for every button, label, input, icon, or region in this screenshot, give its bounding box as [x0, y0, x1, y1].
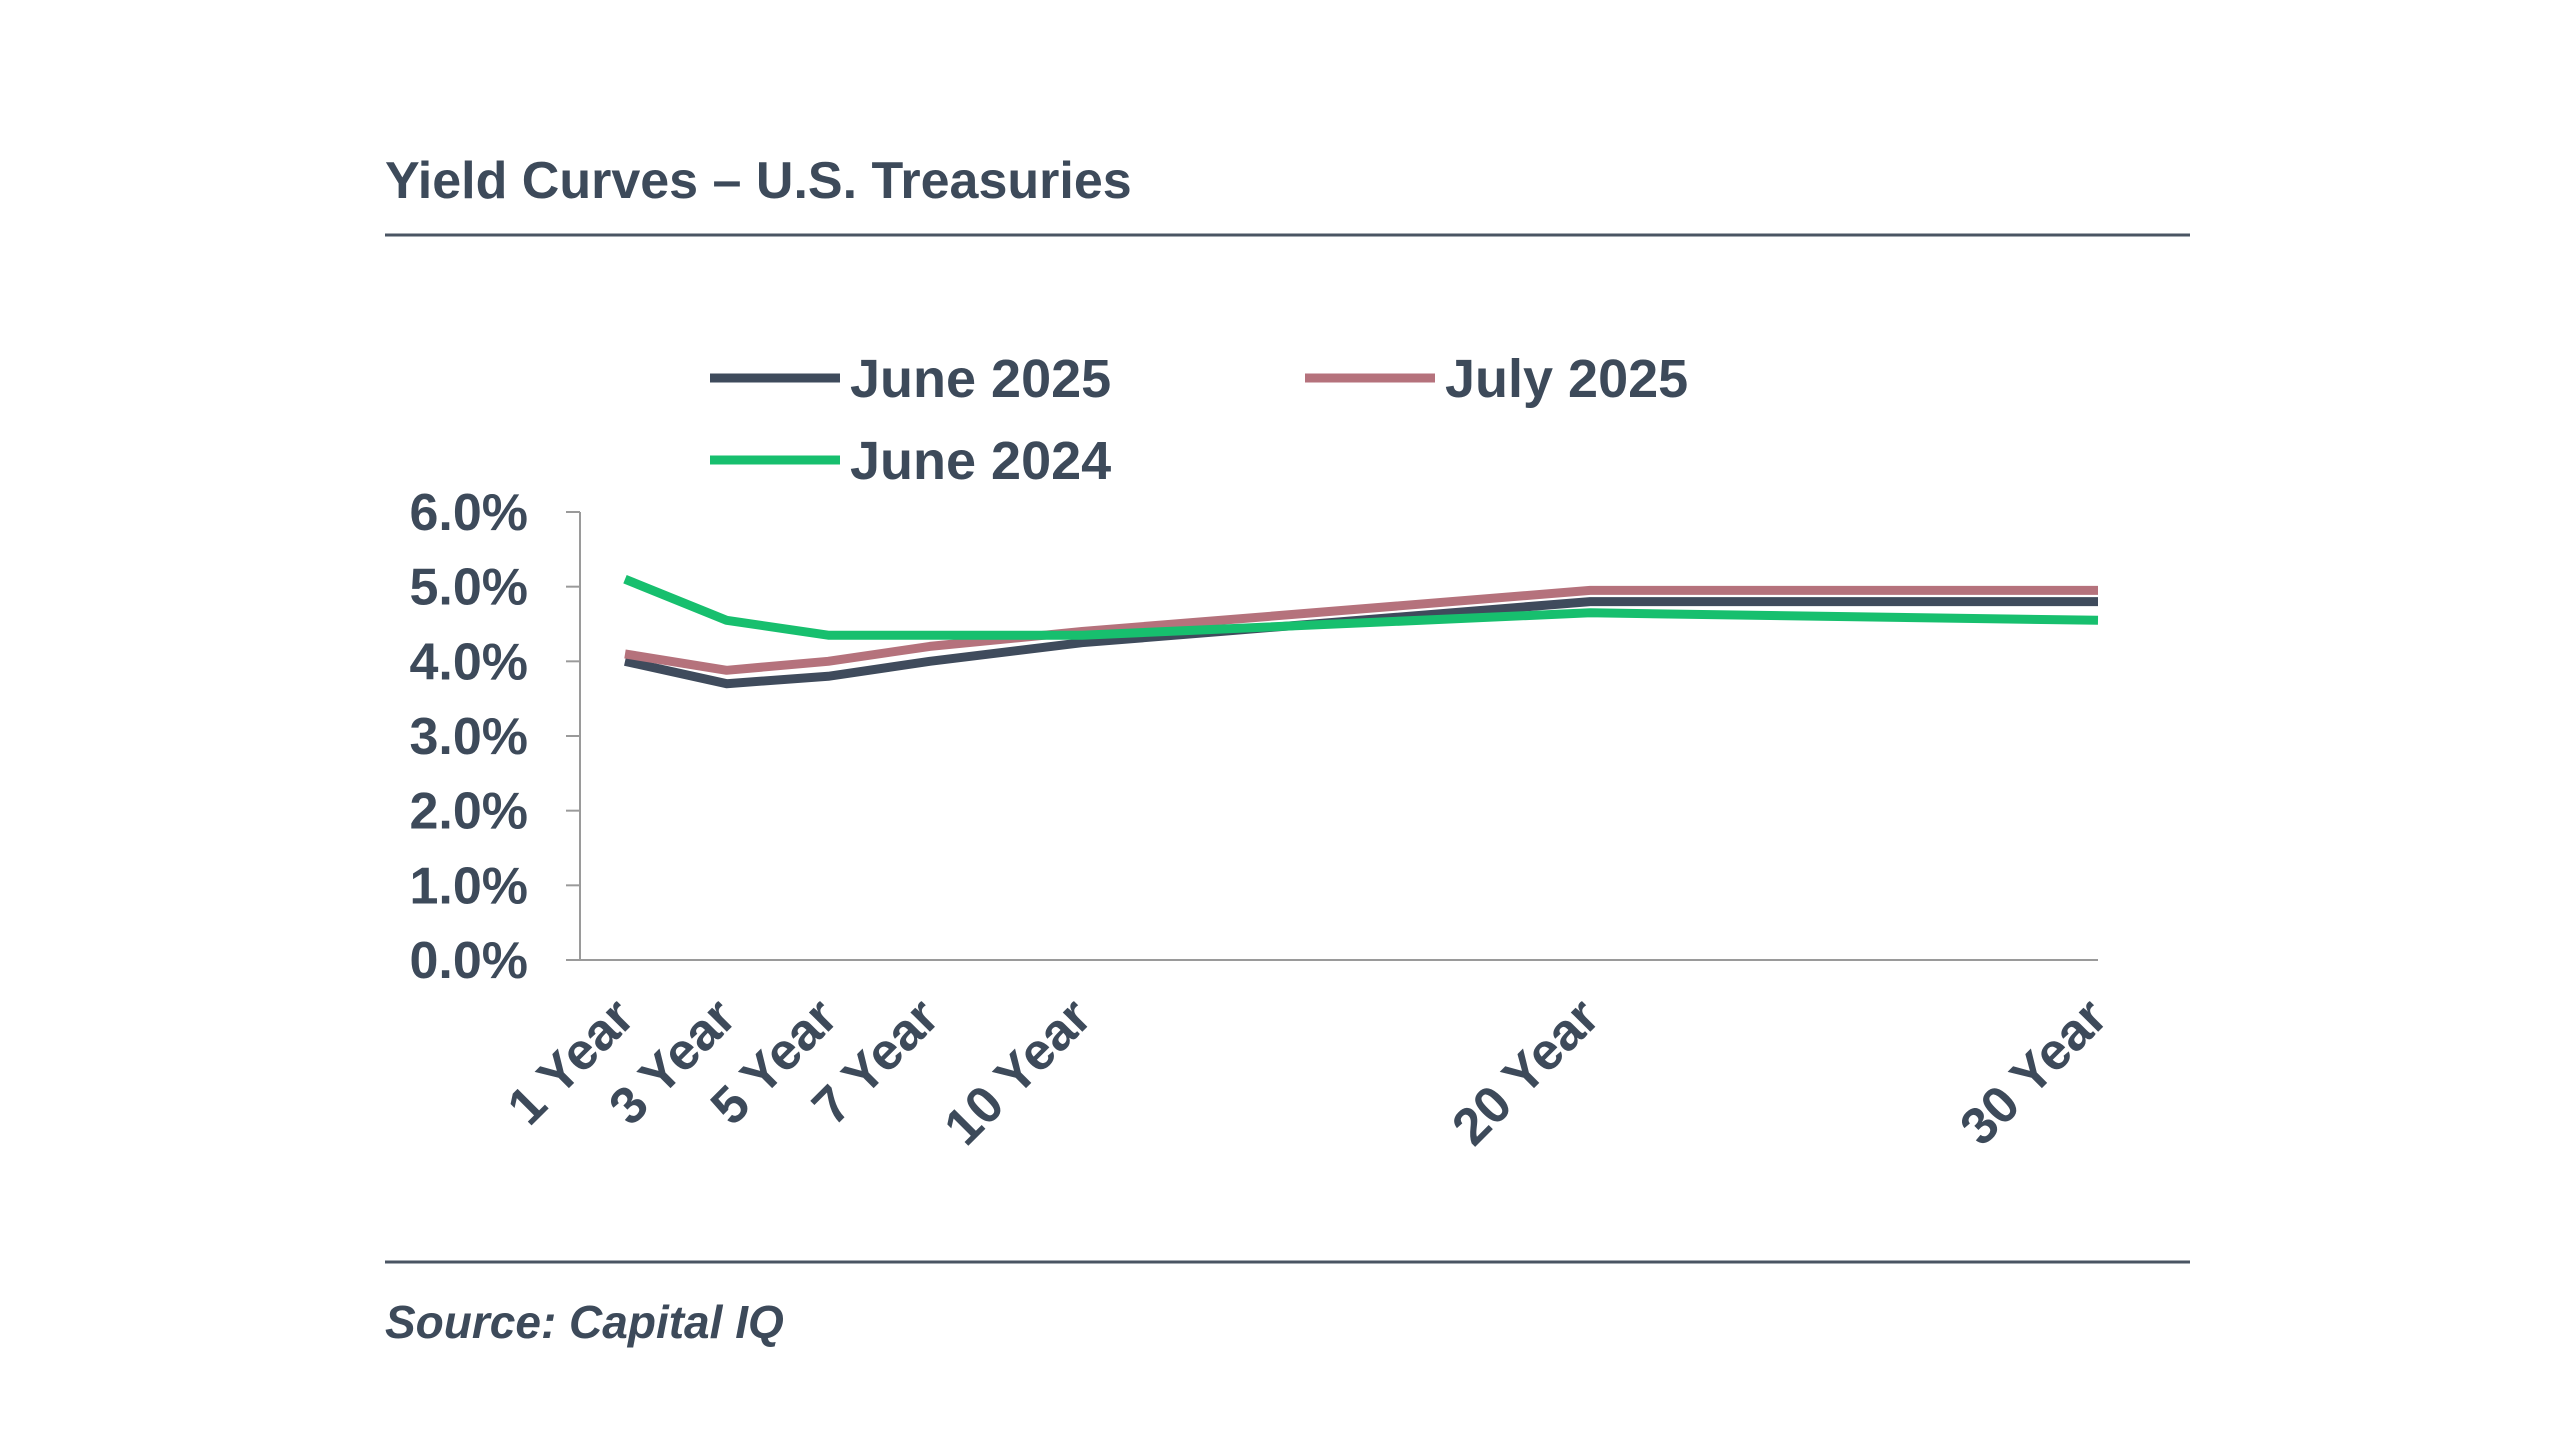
legend-label-june-2025: June 2025: [850, 349, 1111, 409]
y-tick-label: 4.0%: [409, 633, 528, 691]
y-tick-label: 1.0%: [409, 857, 528, 915]
y-tick-label: 5.0%: [409, 559, 528, 617]
source-note: Source: Capital IQ: [385, 1296, 784, 1348]
y-axis-ticks: 0.0% 1.0% 2.0% 3.0% 4.0% 5.0% 6.0%: [409, 484, 580, 990]
y-tick-label: 6.0%: [409, 484, 528, 542]
chart-title: Yield Curves – U.S. Treasuries: [385, 152, 1132, 210]
y-tick-label: 2.0%: [409, 783, 528, 841]
x-tick-label: 10 Year: [933, 987, 1102, 1156]
legend-label-july-2025: July 2025: [1445, 349, 1688, 409]
axes: [579, 512, 2098, 961]
legend-label-june-2024: June 2024: [850, 431, 1111, 491]
x-tick-label: 20 Year: [1441, 987, 1610, 1156]
x-tick-label: 30 Year: [1949, 987, 2118, 1156]
series-lines: [623, 575, 2099, 689]
y-tick-label: 3.0%: [409, 708, 528, 766]
series-line-june-2024: [623, 575, 2099, 640]
y-tick-label: 0.0%: [409, 932, 528, 990]
series-line-june-2025: [624, 597, 2098, 689]
legend: June 2025 July 2025 June 2024: [710, 349, 1688, 491]
series-line-july-2025: [624, 585, 2098, 675]
